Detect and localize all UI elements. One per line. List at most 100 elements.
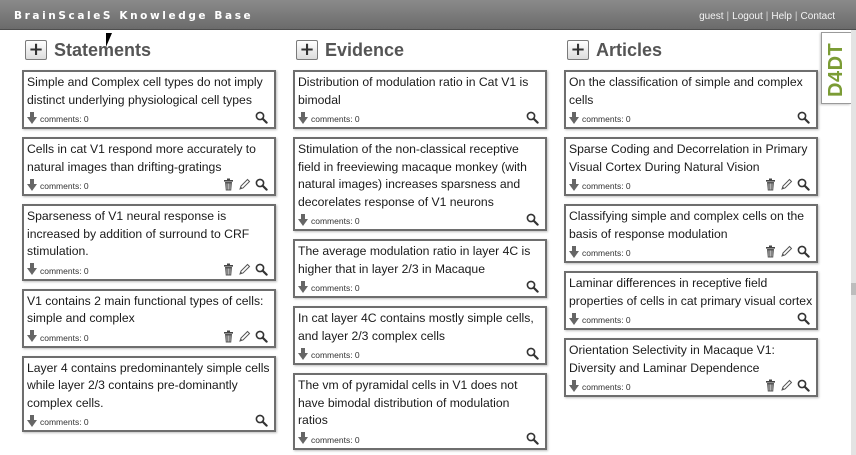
statements-card[interactable]: Cells in cat V1 respond more accurately … — [22, 137, 276, 196]
comments-toggle[interactable]: comments: 0 — [569, 312, 631, 325]
contact-link[interactable]: Contact — [800, 11, 835, 22]
arrow-down-icon[interactable] — [298, 280, 308, 293]
top-bar: BrainScaleS Knowledge Base guest | Logout |… — [0, 0, 856, 30]
arrow-down-icon[interactable] — [298, 432, 308, 444]
comments-toggle[interactable]: comments: 0 — [27, 330, 89, 343]
delete-icon[interactable] — [223, 178, 234, 191]
card-text[interactable]: In cat layer 4C contains mostly simple c… — [298, 311, 534, 343]
arrow-down-icon[interactable] — [27, 414, 37, 427]
comments-toggle[interactable]: comments: 0 — [569, 245, 631, 258]
help-link[interactable]: Help — [771, 11, 792, 22]
card-text[interactable]: Layer 4 contains predominantely simple c… — [27, 360, 270, 410]
statements-card[interactable]: Simple and Complex cell types do not imp… — [22, 70, 276, 129]
delete-icon[interactable] — [223, 330, 234, 343]
card-text[interactable]: Sparseness of V1 neural response is incr… — [27, 209, 250, 258]
comments-toggle[interactable]: comments: 0 — [27, 111, 89, 124]
articles-card[interactable]: Classifying simple and complex cells on … — [564, 204, 818, 263]
card-text[interactable]: Laminar differences in receptive field p… — [569, 276, 813, 308]
card-actions — [223, 178, 268, 191]
card-text[interactable]: Classifying simple and complex cells on … — [569, 209, 805, 241]
comments-toggle[interactable]: comments: 0 — [569, 178, 631, 191]
add-statements-button[interactable]: + — [25, 40, 47, 60]
search-icon[interactable] — [255, 111, 268, 124]
comments-toggle[interactable]: comments: 0 — [298, 347, 360, 360]
card-text[interactable]: Cells in cat V1 respond more accurately … — [27, 142, 256, 174]
search-icon[interactable] — [526, 213, 539, 226]
comments-toggle[interactable]: comments: 0 — [27, 263, 89, 276]
search-icon[interactable] — [255, 263, 268, 276]
articles-card[interactable]: Sparse Coding and Decorrelation in Prima… — [564, 137, 818, 196]
articles-card[interactable]: Orientation Selectivity in Macaque V1: D… — [564, 338, 818, 397]
d4dt-side-tab[interactable]: D4DT — [821, 32, 851, 104]
search-icon[interactable] — [526, 347, 539, 360]
statements-card[interactable]: V1 contains 2 main functional types of c… — [22, 288, 276, 348]
statements-card[interactable]: Layer 4 contains predominantely simple c… — [22, 355, 276, 432]
arrow-down-icon[interactable] — [298, 213, 308, 226]
arrow-down-icon[interactable] — [27, 330, 37, 342]
card-text[interactable]: Stimulation of the non-classical recepti… — [298, 142, 527, 209]
delete-icon[interactable] — [765, 245, 776, 258]
card-text[interactable]: Sparse Coding and Decorrelation in Prima… — [569, 142, 808, 174]
card-text[interactable]: The vm of pyramidal cells in V1 does not… — [298, 378, 518, 427]
evidence-card[interactable]: In cat layer 4C contains mostly simple c… — [293, 306, 547, 365]
arrow-down-icon[interactable] — [569, 111, 579, 124]
statements-card[interactable]: Sparseness of V1 neural response is incr… — [22, 204, 276, 281]
search-icon[interactable] — [526, 432, 539, 445]
comments-toggle[interactable]: comments: 0 — [569, 379, 631, 392]
arrow-down-icon[interactable] — [569, 245, 579, 258]
scrollbar[interactable] — [851, 30, 856, 455]
edit-pencil-icon[interactable] — [238, 263, 251, 276]
user-link-guest[interactable]: guest — [699, 11, 724, 22]
comments-toggle[interactable]: comments: 0 — [298, 432, 360, 445]
comments-toggle[interactable]: comments: 0 — [569, 111, 631, 124]
arrow-down-icon[interactable] — [27, 111, 37, 124]
edit-pencil-icon[interactable] — [238, 330, 251, 343]
evidence-card[interactable]: The vm of pyramidal cells in V1 does not… — [293, 373, 547, 450]
card-text[interactable]: On the classification of simple and comp… — [569, 75, 803, 107]
edit-pencil-icon[interactable] — [780, 178, 793, 191]
add-articles-button[interactable]: + — [567, 40, 589, 60]
evidence-card[interactable]: Distribution of modulation ratio in Cat … — [293, 70, 547, 129]
search-icon[interactable] — [255, 414, 268, 427]
card-text[interactable]: Distribution of modulation ratio in Cat … — [298, 75, 529, 107]
search-icon[interactable] — [526, 280, 539, 293]
arrow-down-icon[interactable] — [569, 312, 579, 325]
card-actions — [765, 245, 810, 258]
search-icon[interactable] — [797, 245, 810, 258]
comments-toggle[interactable]: comments: 0 — [27, 178, 89, 191]
comments-toggle[interactable]: comments: 0 — [298, 213, 360, 226]
search-icon[interactable] — [526, 111, 539, 124]
arrow-down-icon[interactable] — [569, 379, 579, 392]
comments-toggle[interactable]: comments: 0 — [298, 111, 360, 124]
arrow-down-icon[interactable] — [569, 178, 579, 191]
card-text[interactable]: V1 contains 2 main functional types of c… — [27, 293, 264, 326]
card-text[interactable]: Simple and Complex cell types do not imp… — [27, 75, 263, 107]
card-text[interactable]: Orientation Selectivity in Macaque V1: D… — [569, 343, 775, 375]
search-icon[interactable] — [797, 111, 810, 124]
scrollbar-grip[interactable] — [851, 283, 856, 295]
search-icon[interactable] — [255, 178, 268, 191]
delete-icon[interactable] — [765, 178, 776, 191]
arrow-down-icon[interactable] — [27, 178, 37, 191]
search-icon[interactable] — [255, 330, 268, 343]
edit-pencil-icon[interactable] — [780, 379, 793, 392]
edit-pencil-icon[interactable] — [780, 245, 793, 258]
articles-card[interactable]: On the classification of simple and comp… — [564, 70, 818, 129]
search-icon[interactable] — [797, 379, 810, 392]
search-icon[interactable] — [797, 312, 810, 325]
evidence-card[interactable]: The average modulation ratio in layer 4C… — [293, 239, 547, 298]
comments-toggle[interactable]: comments: 0 — [298, 280, 360, 293]
card-text[interactable]: The average modulation ratio in layer 4C… — [298, 244, 531, 276]
delete-icon[interactable] — [765, 379, 776, 392]
articles-card[interactable]: Laminar differences in receptive field p… — [564, 271, 818, 330]
arrow-down-icon[interactable] — [27, 263, 37, 275]
edit-pencil-icon[interactable] — [238, 178, 251, 191]
logout-link[interactable]: Logout — [732, 11, 763, 22]
search-icon[interactable] — [797, 178, 810, 191]
comments-toggle[interactable]: comments: 0 — [27, 414, 89, 427]
arrow-down-icon[interactable] — [298, 347, 308, 360]
evidence-card[interactable]: Stimulation of the non-classical recepti… — [293, 137, 547, 231]
arrow-down-icon[interactable] — [298, 111, 308, 124]
add-evidence-button[interactable]: + — [296, 40, 318, 60]
delete-icon[interactable] — [223, 263, 234, 276]
